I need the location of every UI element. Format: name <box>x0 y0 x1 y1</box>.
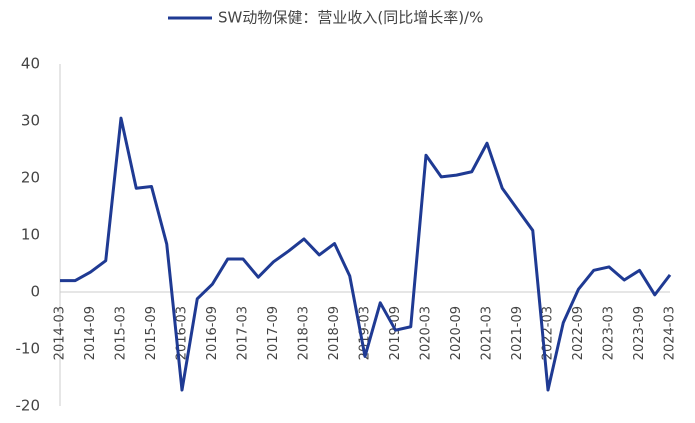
y-tick-label: 0 <box>30 283 40 301</box>
x-tick-label: 2018-09 <box>327 306 342 360</box>
x-tick-label: 2017-03 <box>236 306 251 360</box>
y-tick-label: 10 <box>21 226 40 244</box>
x-tick-label: 2016-09 <box>205 306 220 360</box>
x-tick-label: 2020-03 <box>419 306 434 360</box>
y-tick-label: 30 <box>21 112 40 130</box>
x-tick-label: 2015-09 <box>144 306 159 360</box>
legend-label: SW动物保健：营业收入(同比增长率)/% <box>218 9 483 27</box>
x-tick-label: 2014-09 <box>83 306 98 360</box>
x-tick-label: 2015-03 <box>114 306 129 360</box>
x-tick-label: 2021-09 <box>510 306 525 360</box>
x-tick-label: 2023-03 <box>602 306 617 360</box>
y-tick-label: 40 <box>21 55 40 73</box>
series-line <box>60 116 672 392</box>
x-tick-label: 2017-09 <box>266 306 281 360</box>
x-tick-label: 2022-09 <box>571 306 586 360</box>
x-tick-label: 2021-03 <box>480 306 495 360</box>
y-tick-label: -10 <box>16 340 41 358</box>
x-tick-label: 2014-03 <box>53 306 68 360</box>
y-tick-label: 20 <box>21 169 40 187</box>
x-tick-label: 2023-09 <box>632 306 647 360</box>
x-tick-label: 2024-03 <box>663 306 678 360</box>
x-tick-label: 2018-03 <box>297 306 312 360</box>
y-tick-label: -20 <box>16 397 41 415</box>
x-tick-label: 2020-09 <box>449 306 464 360</box>
x-tick-label: 2019-09 <box>388 306 403 360</box>
